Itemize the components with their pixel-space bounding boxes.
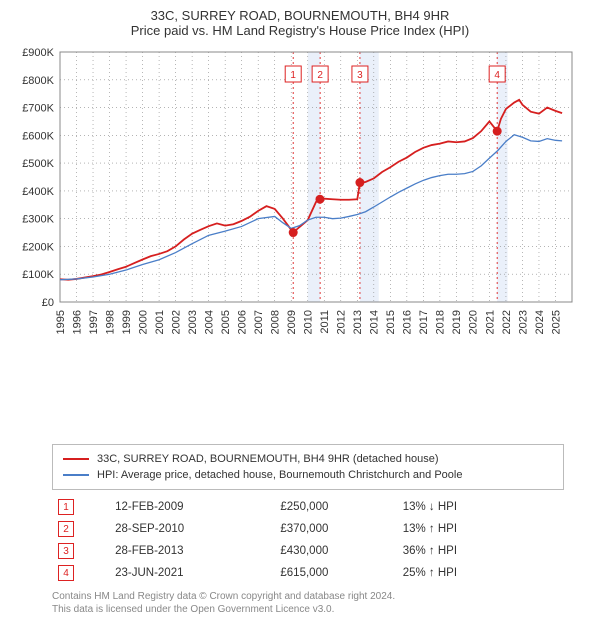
svg-text:2018: 2018 bbox=[435, 310, 447, 334]
svg-text:2002: 2002 bbox=[170, 310, 182, 334]
event-marker: 2 bbox=[58, 521, 74, 537]
svg-text:2024: 2024 bbox=[534, 310, 546, 334]
event-marker: 4 bbox=[58, 565, 74, 581]
svg-text:2020: 2020 bbox=[468, 310, 480, 334]
svg-text:2006: 2006 bbox=[237, 310, 249, 334]
svg-text:£200K: £200K bbox=[22, 241, 54, 253]
event-delta: 25% ↑ HPI bbox=[397, 562, 532, 584]
svg-text:£100K: £100K bbox=[22, 269, 54, 281]
svg-text:£700K: £700K bbox=[22, 103, 54, 115]
svg-text:2010: 2010 bbox=[303, 310, 315, 334]
legend: 33C, SURREY ROAD, BOURNEMOUTH, BH4 9HR (… bbox=[52, 444, 564, 490]
legend-swatch bbox=[63, 474, 89, 476]
svg-text:2015: 2015 bbox=[385, 310, 397, 334]
legend-row: 33C, SURREY ROAD, BOURNEMOUTH, BH4 9HR (… bbox=[63, 451, 553, 467]
table-row: 4 23-JUN-2021£615,00025% ↑ HPI bbox=[52, 562, 532, 584]
svg-text:£0: £0 bbox=[42, 297, 54, 309]
svg-text:2023: 2023 bbox=[517, 310, 529, 334]
price-chart: £0 £100K £200K £300K £400K £500K £600K £700K £80… bbox=[12, 44, 588, 436]
svg-text:£300K: £300K bbox=[22, 214, 54, 226]
legend-label: HPI: Average price, detached house, Bour… bbox=[97, 467, 462, 483]
event-date: 28-FEB-2013 bbox=[109, 540, 274, 562]
footnote: Contains HM Land Registry data © Crown c… bbox=[52, 590, 588, 616]
event-date: 23-JUN-2021 bbox=[109, 562, 274, 584]
svg-text:2022: 2022 bbox=[501, 310, 513, 334]
svg-text:£500K: £500K bbox=[22, 158, 54, 170]
svg-text:2014: 2014 bbox=[369, 310, 381, 334]
svg-text:3: 3 bbox=[357, 70, 363, 81]
legend-swatch bbox=[63, 458, 89, 460]
svg-text:£600K: £600K bbox=[22, 130, 54, 142]
svg-text:2013: 2013 bbox=[352, 310, 364, 334]
svg-text:1995: 1995 bbox=[55, 310, 67, 334]
table-row: 3 28-FEB-2013£430,00036% ↑ HPI bbox=[52, 540, 532, 562]
svg-text:2011: 2011 bbox=[319, 310, 331, 334]
event-date: 28-SEP-2010 bbox=[109, 518, 274, 540]
event-delta: 13% ↓ HPI bbox=[397, 496, 532, 518]
event-delta: 13% ↑ HPI bbox=[397, 518, 532, 540]
svg-text:1: 1 bbox=[290, 70, 296, 81]
table-row: 1 12-FEB-2009£250,00013% ↓ HPI bbox=[52, 496, 532, 518]
svg-text:1999: 1999 bbox=[121, 310, 133, 334]
event-price: £430,000 bbox=[274, 540, 396, 562]
svg-text:1996: 1996 bbox=[71, 310, 83, 334]
event-price: £250,000 bbox=[274, 496, 396, 518]
svg-text:2021: 2021 bbox=[484, 310, 496, 334]
svg-text:2012: 2012 bbox=[336, 310, 348, 334]
svg-text:4: 4 bbox=[494, 70, 500, 81]
svg-text:2007: 2007 bbox=[253, 310, 265, 334]
svg-text:2000: 2000 bbox=[137, 310, 149, 334]
svg-text:£900K: £900K bbox=[22, 47, 54, 59]
event-delta: 36% ↑ HPI bbox=[397, 540, 532, 562]
event-price: £615,000 bbox=[274, 562, 396, 584]
events-table: 1 12-FEB-2009£250,00013% ↓ HPI 2 28-SEP-201… bbox=[52, 496, 532, 584]
svg-text:1998: 1998 bbox=[104, 310, 116, 334]
svg-text:1997: 1997 bbox=[88, 310, 100, 334]
svg-text:2009: 2009 bbox=[286, 310, 298, 334]
svg-text:2003: 2003 bbox=[187, 310, 199, 334]
page-title: 33C, SURREY ROAD, BOURNEMOUTH, BH4 9HR bbox=[12, 8, 588, 23]
event-date: 12-FEB-2009 bbox=[109, 496, 274, 518]
footnote-line: Contains HM Land Registry data © Crown c… bbox=[52, 590, 588, 603]
footnote-line: This data is licensed under the Open Gov… bbox=[52, 603, 588, 616]
legend-row: HPI: Average price, detached house, Bour… bbox=[63, 467, 553, 483]
svg-text:2005: 2005 bbox=[220, 310, 232, 334]
svg-text:£400K: £400K bbox=[22, 186, 54, 198]
page-subtitle: Price paid vs. HM Land Registry's House … bbox=[12, 23, 588, 38]
event-marker: 1 bbox=[58, 499, 74, 515]
event-marker: 3 bbox=[58, 543, 74, 559]
svg-text:2025: 2025 bbox=[550, 310, 562, 334]
svg-text:2016: 2016 bbox=[402, 310, 414, 334]
svg-text:2019: 2019 bbox=[451, 310, 463, 334]
table-row: 2 28-SEP-2010£370,00013% ↑ HPI bbox=[52, 518, 532, 540]
legend-label: 33C, SURREY ROAD, BOURNEMOUTH, BH4 9HR (… bbox=[97, 451, 439, 467]
svg-text:2008: 2008 bbox=[270, 310, 282, 334]
svg-text:2004: 2004 bbox=[203, 310, 215, 334]
event-price: £370,000 bbox=[274, 518, 396, 540]
svg-text:2001: 2001 bbox=[154, 310, 166, 334]
svg-text:£800K: £800K bbox=[22, 75, 54, 87]
svg-text:2: 2 bbox=[317, 70, 323, 81]
svg-text:2017: 2017 bbox=[418, 310, 430, 334]
